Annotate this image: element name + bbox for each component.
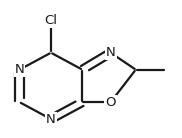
Text: O: O	[105, 96, 116, 109]
Text: Cl: Cl	[44, 14, 58, 27]
Text: N: N	[106, 46, 116, 59]
Text: N: N	[15, 63, 24, 76]
Text: N: N	[46, 113, 56, 126]
